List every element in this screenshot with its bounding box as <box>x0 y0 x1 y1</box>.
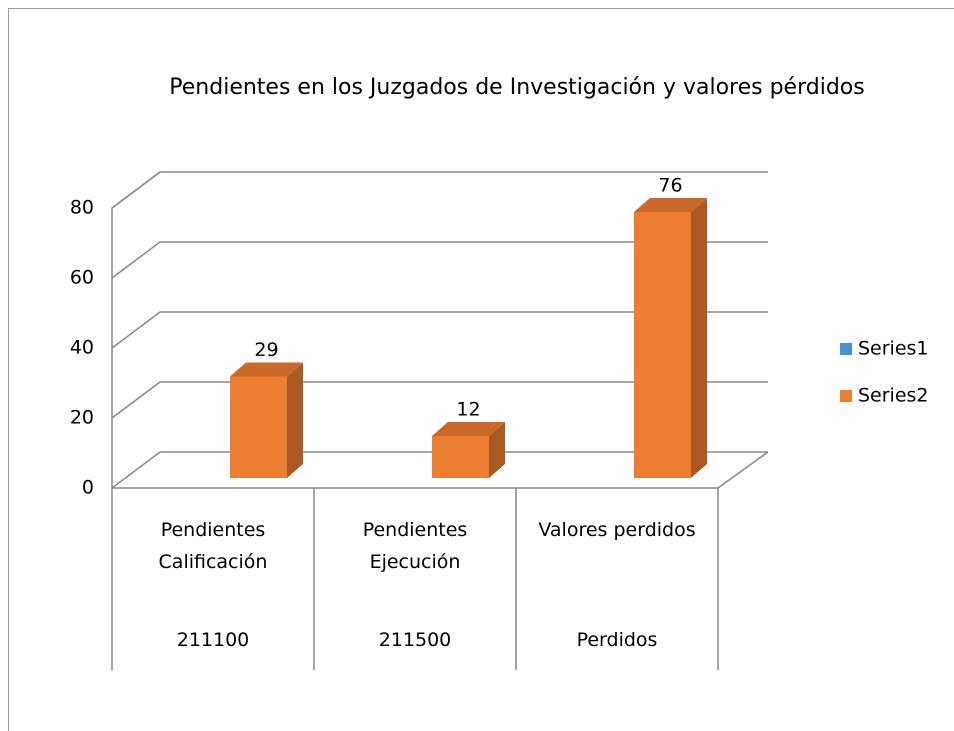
grid-line <box>111 241 768 279</box>
bar <box>634 212 691 478</box>
x-tick-label: Pendientes Calificación <box>158 519 268 573</box>
x-tick-label: Valores perdidos <box>538 519 696 541</box>
bar-side <box>489 422 505 478</box>
legend-label: Series1 <box>858 338 929 360</box>
bar-side <box>691 198 707 478</box>
grid-line <box>111 311 768 349</box>
y-tick-label: 40 <box>70 337 94 359</box>
bar-top <box>634 198 707 212</box>
grid-line <box>111 381 768 419</box>
y-tick-label: 60 <box>70 267 94 289</box>
bar-top <box>230 362 303 377</box>
y-tick-label: 80 <box>70 197 94 219</box>
bar <box>432 436 489 478</box>
y-tick-label: 20 <box>70 407 94 429</box>
grid-line <box>111 451 768 489</box>
bar-top <box>432 422 505 436</box>
chart-title: Pendientes en los Juzgados de Investigac… <box>169 75 864 100</box>
data-label: 29 <box>254 339 278 361</box>
y-tick-label: 0 <box>82 477 94 499</box>
chart-frame <box>8 8 954 731</box>
legend-label: Series2 <box>858 385 929 407</box>
legend-swatch <box>840 343 852 355</box>
bar-side <box>287 362 303 478</box>
x-group-label: Perdidos <box>576 629 658 651</box>
bar <box>230 376 287 478</box>
data-label: 76 <box>658 175 682 197</box>
legend-swatch <box>840 390 852 402</box>
grid-line <box>111 171 768 209</box>
x-group-label: 211500 <box>378 629 452 651</box>
x-group-label: 211100 <box>176 629 250 651</box>
x-tick-label: Pendientes Ejecución <box>362 519 468 573</box>
data-label: 12 <box>456 399 480 421</box>
